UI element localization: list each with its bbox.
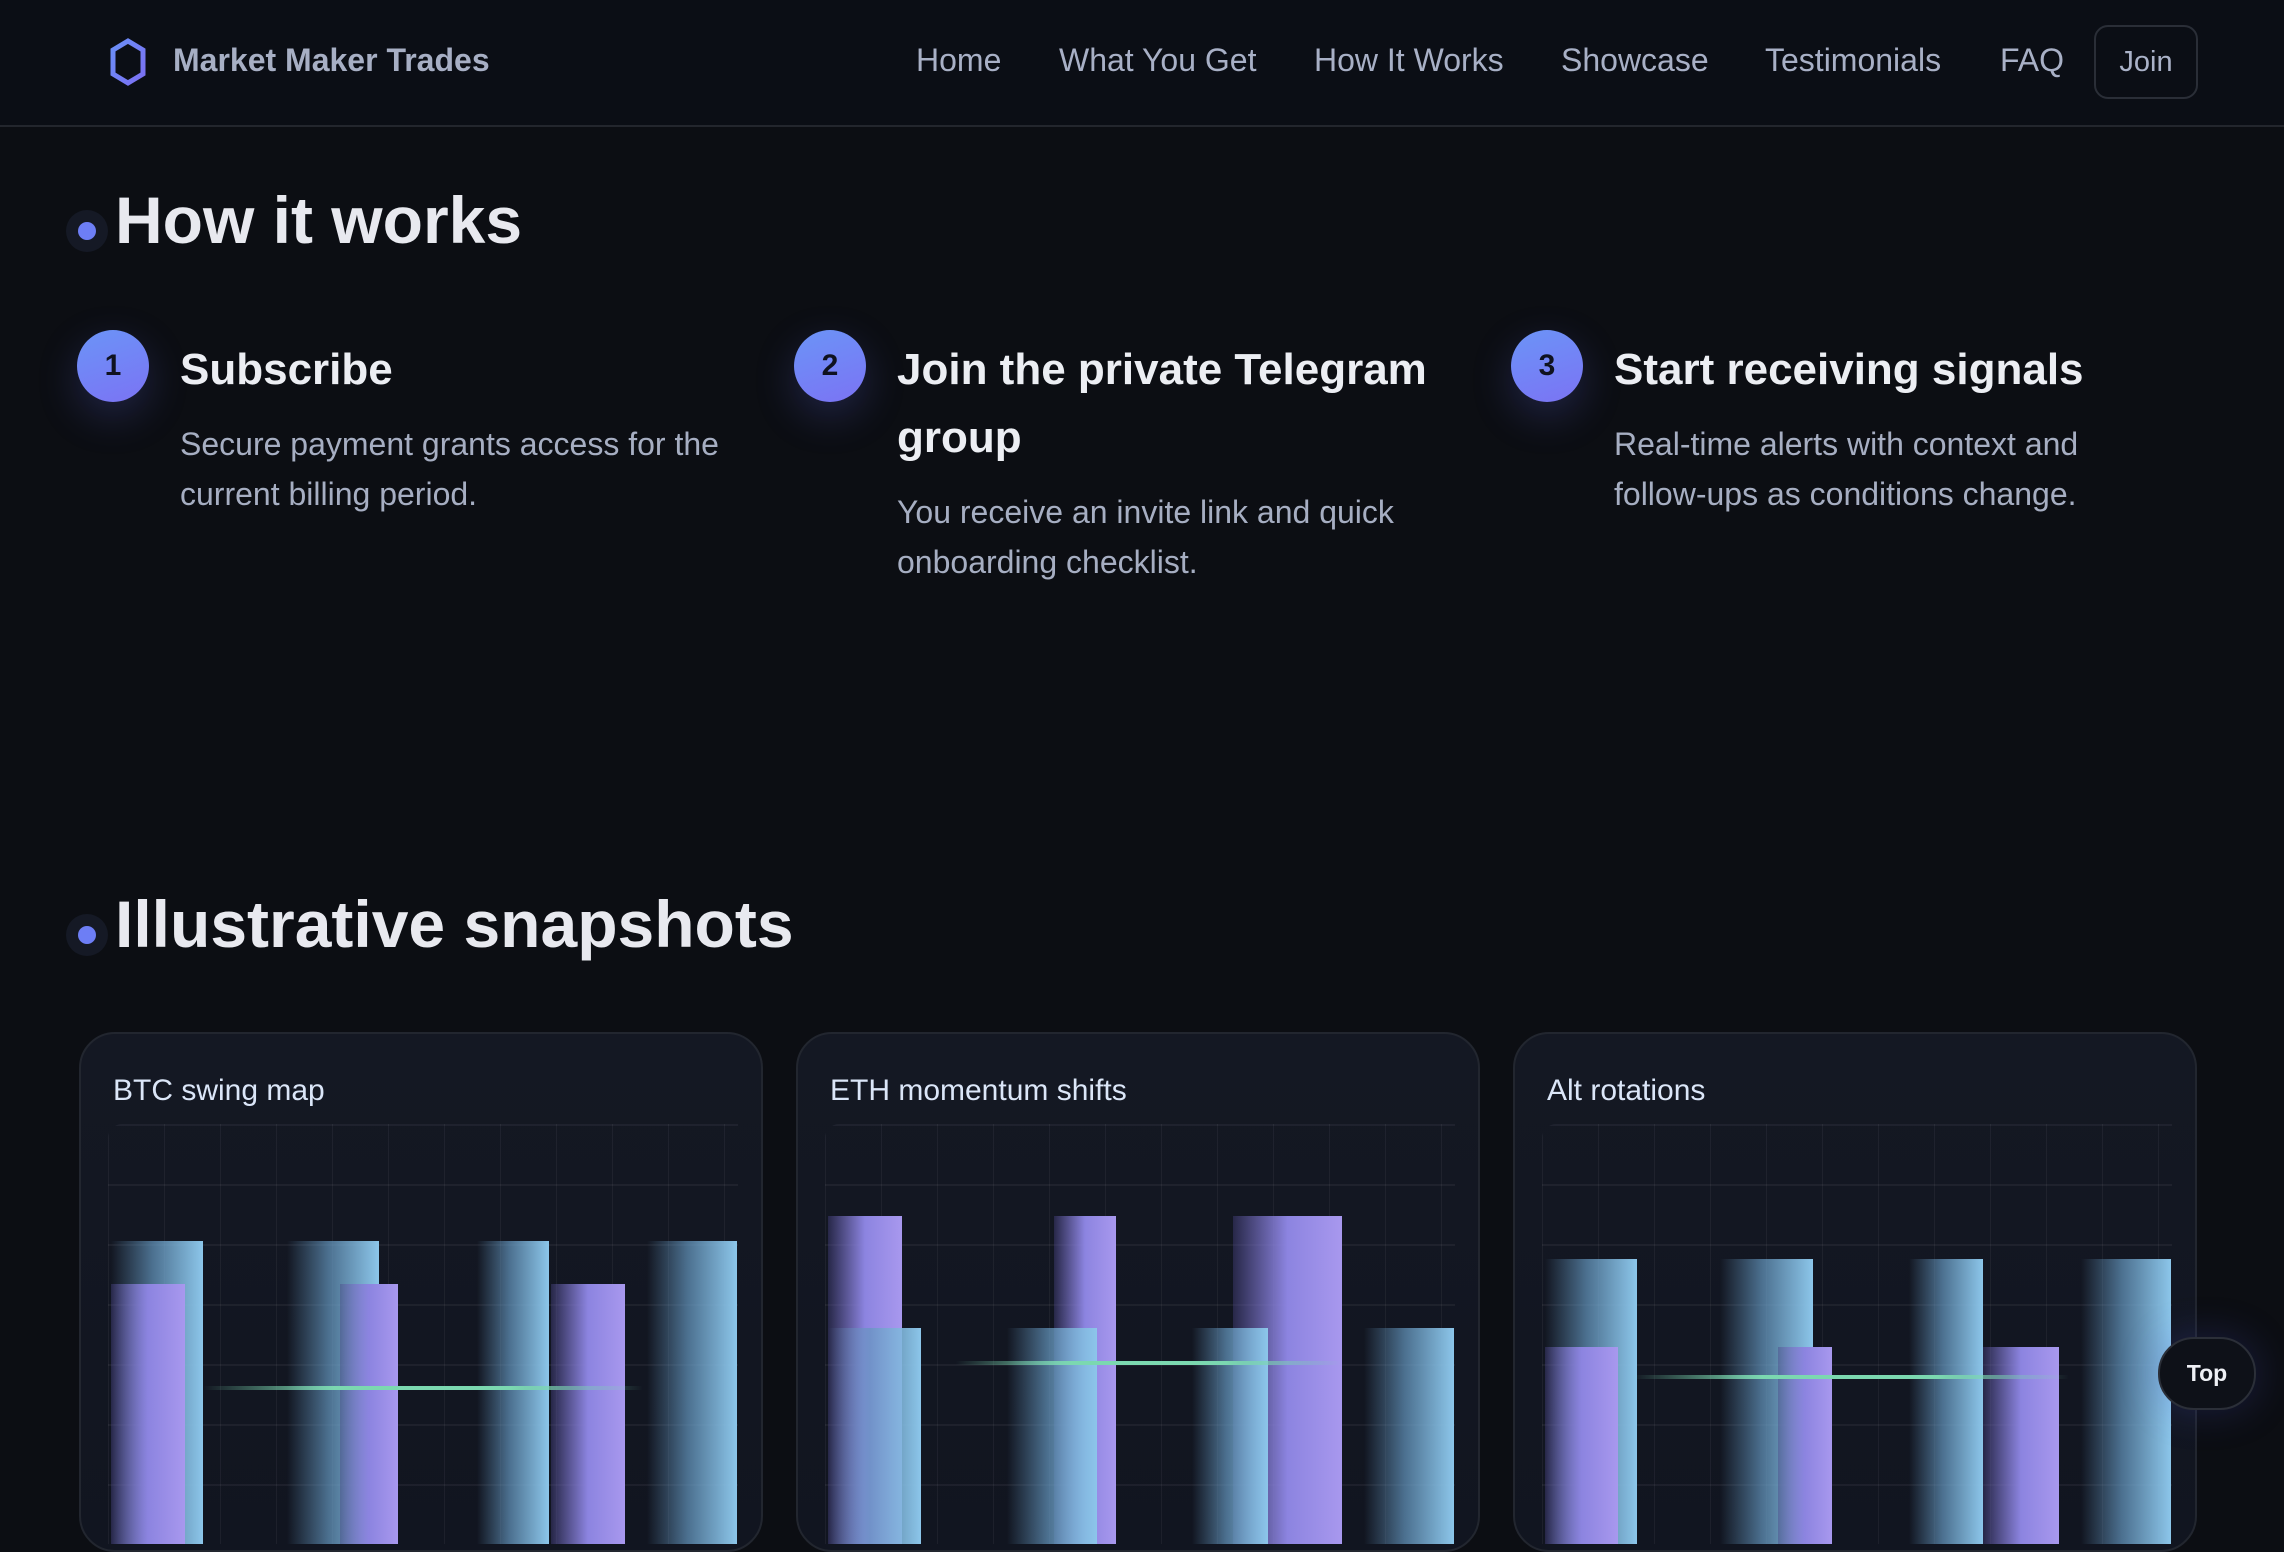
snapshot-chart — [825, 1124, 1455, 1544]
step-title-1: Subscribe — [180, 345, 393, 394]
section-dot-icon — [66, 914, 108, 956]
step-description-1: Secure payment grants access for the cur… — [180, 426, 719, 512]
step-description-2: You receive an invite link and quick onb… — [897, 494, 1394, 580]
snapshots-title: Illustrative snapshots — [115, 887, 794, 961]
step-title-3: Start receiving signals — [1614, 345, 2084, 394]
blue-bar — [476, 1240, 550, 1544]
snapshot-card-alt[interactable]: Alt rotations — [1513, 1032, 2197, 1552]
nav-what-you-get[interactable]: What You Get — [1059, 42, 1257, 78]
nav-faq[interactable]: FAQ — [2000, 42, 2065, 78]
snapshot-card-btc[interactable]: BTC swing map — [79, 1032, 763, 1552]
blue-bar — [827, 1327, 922, 1544]
blue-bar — [2080, 1259, 2172, 1544]
snapshot-card-eth[interactable]: ETH momentum shifts — [796, 1032, 1480, 1552]
step-description-3: Real-time alerts with context and follow… — [1614, 426, 2079, 512]
blue-bar — [1909, 1259, 1984, 1544]
purple-bar — [550, 1284, 626, 1544]
nav-showcase[interactable]: Showcase — [1561, 42, 1709, 78]
step-title-2: Join the private Telegram group — [897, 345, 1427, 462]
purple-bar — [110, 1284, 186, 1544]
blue-bar — [1007, 1327, 1098, 1544]
snapshot-chart — [108, 1124, 738, 1544]
purple-bar — [1544, 1346, 1618, 1544]
nav-testimonials[interactable]: Testimonials — [1765, 42, 1942, 78]
card-title: ETH momentum shifts — [830, 1074, 1127, 1107]
blue-bar — [646, 1240, 738, 1544]
step-number-2: 2 — [794, 330, 866, 402]
trend-line — [202, 1386, 643, 1391]
nav-home[interactable]: Home — [916, 42, 1002, 78]
how-it-works-title: How it works — [115, 183, 523, 257]
card-title: Alt rotations — [1547, 1074, 1706, 1107]
card-title: BTC swing map — [113, 1074, 325, 1107]
snapshot-chart — [1542, 1124, 2172, 1544]
step-number-3: 3 — [1511, 330, 1583, 402]
blue-bar — [1192, 1327, 1268, 1544]
back-to-top-button[interactable]: Top — [2158, 1337, 2256, 1410]
purple-bar — [339, 1284, 398, 1544]
section-dot-icon — [66, 210, 108, 252]
step-number-1: 1 — [77, 330, 149, 402]
trend-line — [1632, 1374, 2070, 1379]
trend-line — [956, 1361, 1343, 1366]
nav-how-it-works[interactable]: How It Works — [1314, 42, 1504, 78]
site-header: Market Maker Trades Home What You Get Ho… — [0, 0, 2284, 127]
join-button[interactable]: Join — [2094, 25, 2198, 99]
blue-bar — [1363, 1327, 1455, 1544]
brand-name[interactable]: Market Maker Trades — [173, 42, 490, 78]
hexagon-logo-icon[interactable] — [108, 38, 148, 86]
